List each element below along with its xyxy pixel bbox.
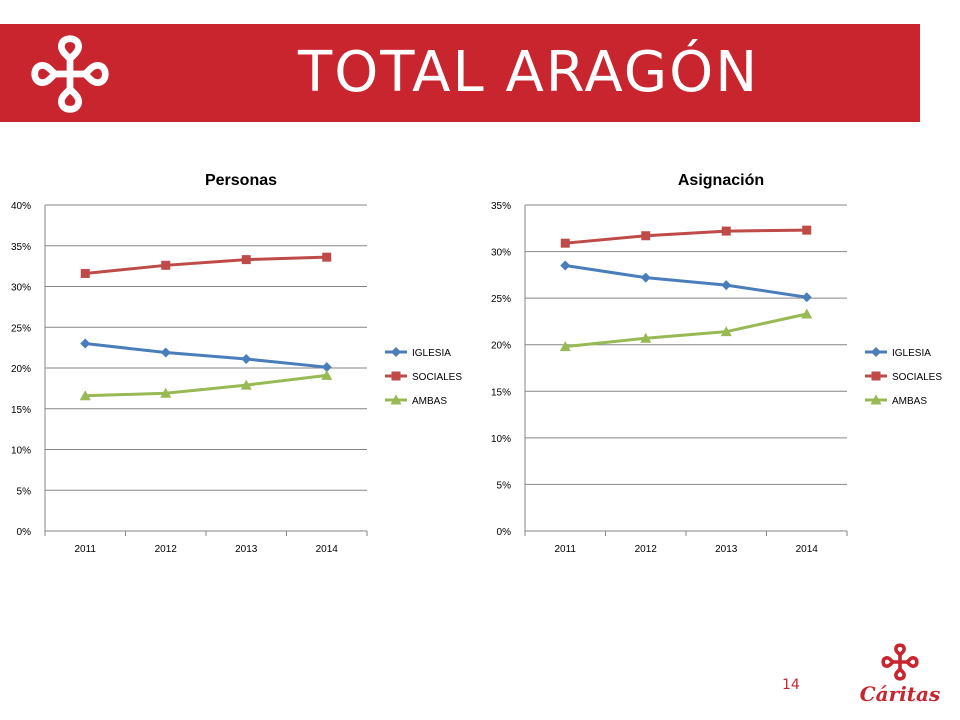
y-tick-label: 35% xyxy=(491,201,511,212)
y-tick-label: 20% xyxy=(491,341,511,352)
y-tick-label: 30% xyxy=(491,248,511,259)
brand-name: Cáritas xyxy=(859,682,941,706)
series-line-iglesia xyxy=(565,264,807,299)
series-line-sociales xyxy=(565,228,807,245)
data-point-ambas xyxy=(559,341,571,352)
y-tick-label: 40% xyxy=(11,201,31,212)
y-tick-label: 5% xyxy=(497,480,512,491)
x-tick-label: 2012 xyxy=(635,544,658,555)
legend-label: AMBAS xyxy=(892,396,927,407)
header-band: TOTAL ARAGÓN xyxy=(0,24,920,122)
x-tick-label: 2014 xyxy=(796,544,819,555)
data-point-ambas xyxy=(321,369,333,380)
y-tick-label: 30% xyxy=(11,283,31,294)
legend-marker xyxy=(391,371,401,381)
series-line-sociales xyxy=(85,255,327,275)
y-tick-label: 0% xyxy=(497,527,512,538)
data-point-ambas xyxy=(79,390,91,401)
data-point-sociales xyxy=(721,226,731,236)
data-point-sociales xyxy=(802,225,812,235)
data-point-ambas xyxy=(720,326,732,337)
series-line-ambas xyxy=(85,373,327,398)
y-tick-label: 15% xyxy=(11,405,31,416)
legend-marker xyxy=(390,394,402,405)
page-number: 14 xyxy=(782,677,800,693)
caritas-cross-icon xyxy=(881,643,919,681)
x-tick-label: 2014 xyxy=(316,544,339,555)
x-tick-label: 2013 xyxy=(715,544,738,555)
data-point-sociales xyxy=(560,238,570,248)
data-point-iglesia xyxy=(640,272,651,283)
series-line-ambas xyxy=(565,312,808,349)
x-tick-label: 2012 xyxy=(155,544,178,555)
y-tick-label: 0% xyxy=(17,527,32,538)
y-tick-label: 15% xyxy=(491,387,511,398)
y-tick-label: 20% xyxy=(11,364,31,375)
legend-marker xyxy=(391,347,401,357)
data-point-ambas xyxy=(801,308,813,319)
data-point-ambas xyxy=(160,387,172,398)
data-point-sociales xyxy=(161,260,171,270)
y-tick-label: 5% xyxy=(17,486,32,497)
legend-label: SOCIALES xyxy=(412,372,462,383)
data-point-sociales xyxy=(241,255,251,265)
page-title: TOTAL ARAGÓN xyxy=(298,40,760,105)
data-point-ambas xyxy=(640,332,652,343)
chart-title: Asignación xyxy=(678,172,764,189)
chart-asignacion: Asignación 0% 5% 10% 15% 20% 25% 30% 35% 2011 2012… xyxy=(491,172,942,555)
data-point-iglesia xyxy=(321,362,332,373)
legend-marker xyxy=(871,371,881,381)
y-tick-label: 25% xyxy=(11,323,31,334)
data-point-sociales xyxy=(641,231,651,241)
legend-marker xyxy=(871,347,881,357)
y-tick-label: 10% xyxy=(491,434,511,445)
data-point-sociales xyxy=(322,252,332,262)
brand-logo: Cáritas xyxy=(852,640,948,712)
legend-label: IGLESIA xyxy=(412,348,451,359)
x-tick-label: 2011 xyxy=(554,544,576,555)
y-tick-label: 10% xyxy=(11,446,31,457)
data-point-iglesia xyxy=(80,338,91,349)
data-point-iglesia xyxy=(721,280,732,291)
legend-label: AMBAS xyxy=(412,396,447,407)
legend-marker xyxy=(870,394,882,405)
chart-personas: Personas 0% 5% 10% 15% 20% 25% 30% 35% 40% 2011 201… xyxy=(11,172,462,555)
data-point-iglesia xyxy=(241,354,252,365)
y-tick-label: 25% xyxy=(491,294,511,305)
data-point-iglesia xyxy=(560,260,571,271)
chart-title: Personas xyxy=(205,172,277,189)
data-point-ambas xyxy=(240,379,252,390)
data-point-iglesia xyxy=(801,292,812,303)
series-line-iglesia xyxy=(85,342,327,369)
caritas-cross-icon xyxy=(31,35,109,113)
legend-label: IGLESIA xyxy=(892,348,931,359)
x-tick-label: 2011 xyxy=(74,544,96,555)
data-point-sociales xyxy=(80,268,90,278)
y-tick-label: 35% xyxy=(11,242,31,253)
x-tick-label: 2013 xyxy=(235,544,258,555)
legend-label: SOCIALES xyxy=(892,372,942,383)
data-point-iglesia xyxy=(160,347,171,358)
